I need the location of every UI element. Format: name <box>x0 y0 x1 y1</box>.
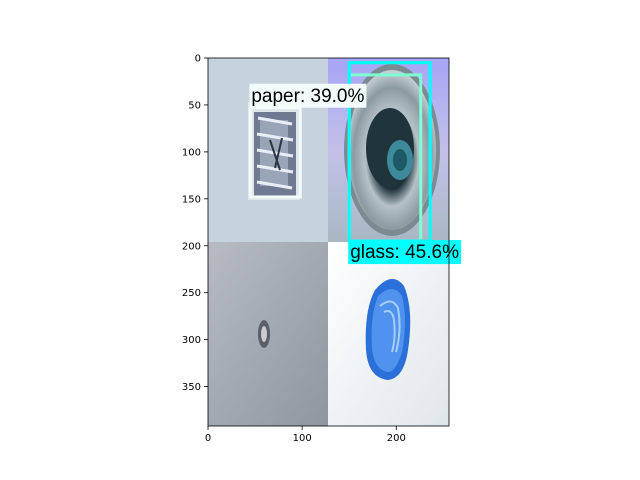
label-glass: glass: 45.6% <box>350 242 459 263</box>
label-bg-glass <box>348 240 462 265</box>
tile-bottom-left <box>208 242 328 426</box>
detection-labels: paper: 39.0% glass: 45.6% <box>249 83 462 265</box>
blue-bottle <box>365 278 411 380</box>
label-bg-paper <box>249 83 367 108</box>
x-axis-ticks: 0 100 200 <box>205 426 406 444</box>
y-axis-ticks: 0 50 100 150 200 250 300 350 <box>182 54 208 393</box>
axes-frame <box>207 57 450 427</box>
y-tick-label: 150 <box>182 194 201 205</box>
label-paper: paper: 39.0% <box>251 86 364 107</box>
x-tick-label: 100 <box>293 433 312 444</box>
y-tick-label: 300 <box>182 335 201 346</box>
y-tick-label: 200 <box>182 241 201 252</box>
x-tick-label: 200 <box>387 433 406 444</box>
tile-bottom-right <box>328 242 449 426</box>
foil-wrapper <box>254 112 296 196</box>
y-tick-label: 50 <box>188 100 201 111</box>
y-tick-label: 250 <box>182 288 201 299</box>
x-tick-label: 0 <box>205 433 211 444</box>
y-tick-label: 0 <box>195 54 201 65</box>
y-tick-label: 350 <box>182 382 201 393</box>
y-tick-label: 100 <box>182 147 201 158</box>
